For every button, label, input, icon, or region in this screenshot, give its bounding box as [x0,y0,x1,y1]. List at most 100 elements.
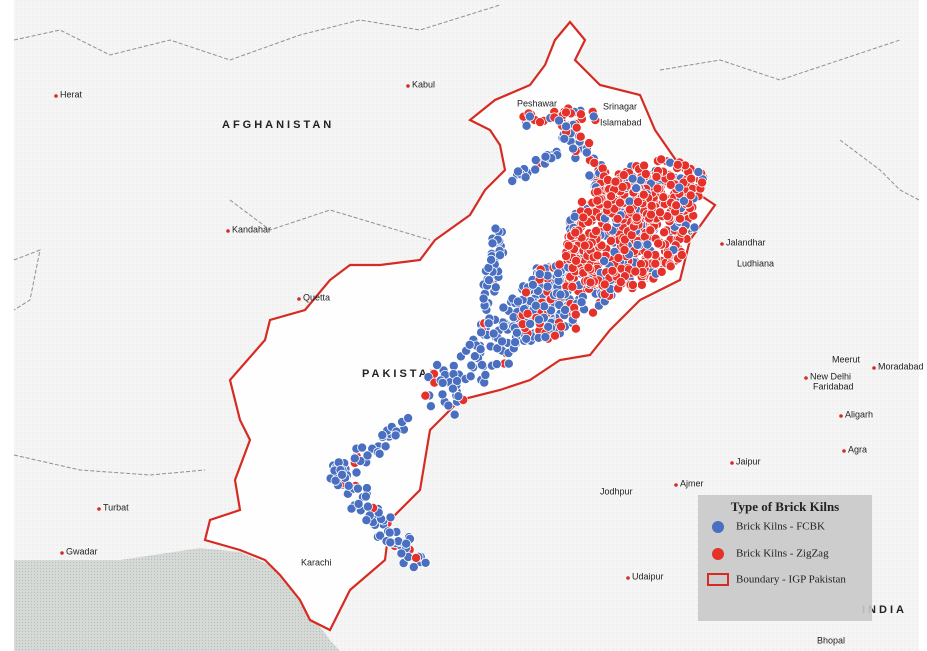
kiln [542,281,553,292]
country-label: INDIA [862,604,907,616]
kiln [607,265,618,276]
kiln [640,168,651,179]
place-marker [842,449,846,453]
kiln [451,376,462,387]
kiln [447,383,458,394]
kiln [478,293,489,304]
place-marker [730,461,734,465]
kiln [349,453,360,464]
kiln [490,282,501,293]
kiln [403,413,414,424]
kiln [627,279,638,290]
kiln [343,480,354,491]
kiln [534,269,545,280]
kiln [465,371,476,382]
city-label: Jalandhar [726,237,766,247]
kiln [602,199,613,210]
kiln [483,318,494,329]
kiln [633,196,644,207]
kiln [561,121,572,132]
city-label: Moradabad [878,361,924,371]
city-label: Turbat [103,502,129,512]
kiln [555,289,566,300]
kiln [646,200,657,211]
kiln [390,430,401,441]
kiln [411,552,422,563]
kiln [357,442,368,453]
kiln [494,250,505,261]
kiln [678,225,689,236]
kiln [559,133,570,144]
kiln [599,279,610,290]
kiln [561,251,572,262]
city-label: Karachi [301,557,332,567]
kiln [521,120,532,131]
kiln [380,441,391,452]
kiln [375,530,386,541]
kiln [443,400,454,411]
kilns [325,103,709,573]
kiln [352,483,363,494]
kiln [520,172,531,183]
legend-swatch [707,573,729,586]
kiln [543,321,554,332]
kiln [437,389,448,400]
city-label: Udaipur [632,571,664,581]
kiln [464,339,475,350]
kiln [619,234,630,245]
legend: Type of Brick Kilns Brick Kilns - FCBK B… [698,495,872,621]
city-label: Agra [848,444,867,454]
kiln [602,222,613,233]
kiln [665,179,676,190]
kiln [639,160,650,171]
kiln [674,182,685,193]
kiln [408,562,419,573]
kiln [385,537,396,548]
kiln [553,268,564,279]
kiln [686,173,697,184]
legend-title: Type of Brick Kilns [731,499,839,514]
city-label: Peshawar [517,98,557,108]
kiln [554,115,565,126]
place-labels: Herat Kabul AFGHANISTAN Peshawar Islamabad Sr… [54,79,924,645]
kiln [615,276,626,287]
kiln [521,287,532,298]
kiln [618,170,629,181]
kiln [522,308,533,319]
kiln [425,401,436,412]
kiln [697,177,708,188]
kiln [353,498,364,509]
kiln [624,204,635,215]
country-label: PAKISTAN [362,368,441,380]
place-marker [406,84,410,88]
place-marker [839,414,843,418]
kiln [360,491,371,502]
city-label: Jaipur [736,456,761,466]
kiln [568,143,579,154]
city-label: Aligarh [845,409,873,419]
city-label: Faridabad [813,381,854,391]
kiln [606,191,617,202]
kiln [361,515,372,526]
kiln [563,240,574,251]
city-label: Ajmer [680,478,704,488]
sea [14,548,340,651]
kiln [503,358,514,369]
kiln [575,109,586,120]
kiln [650,258,661,269]
kiln [483,275,494,286]
kiln [631,212,642,223]
kiln [592,250,603,261]
place-marker [297,297,301,301]
kiln [645,225,656,236]
kiln [656,266,667,277]
borders [13,4,920,476]
kiln [362,450,373,461]
city-label: Ludhiana [737,258,774,268]
kiln [449,409,460,420]
kiln [606,235,617,246]
kiln [626,230,637,241]
kiln [579,240,590,251]
kiln [615,197,626,208]
